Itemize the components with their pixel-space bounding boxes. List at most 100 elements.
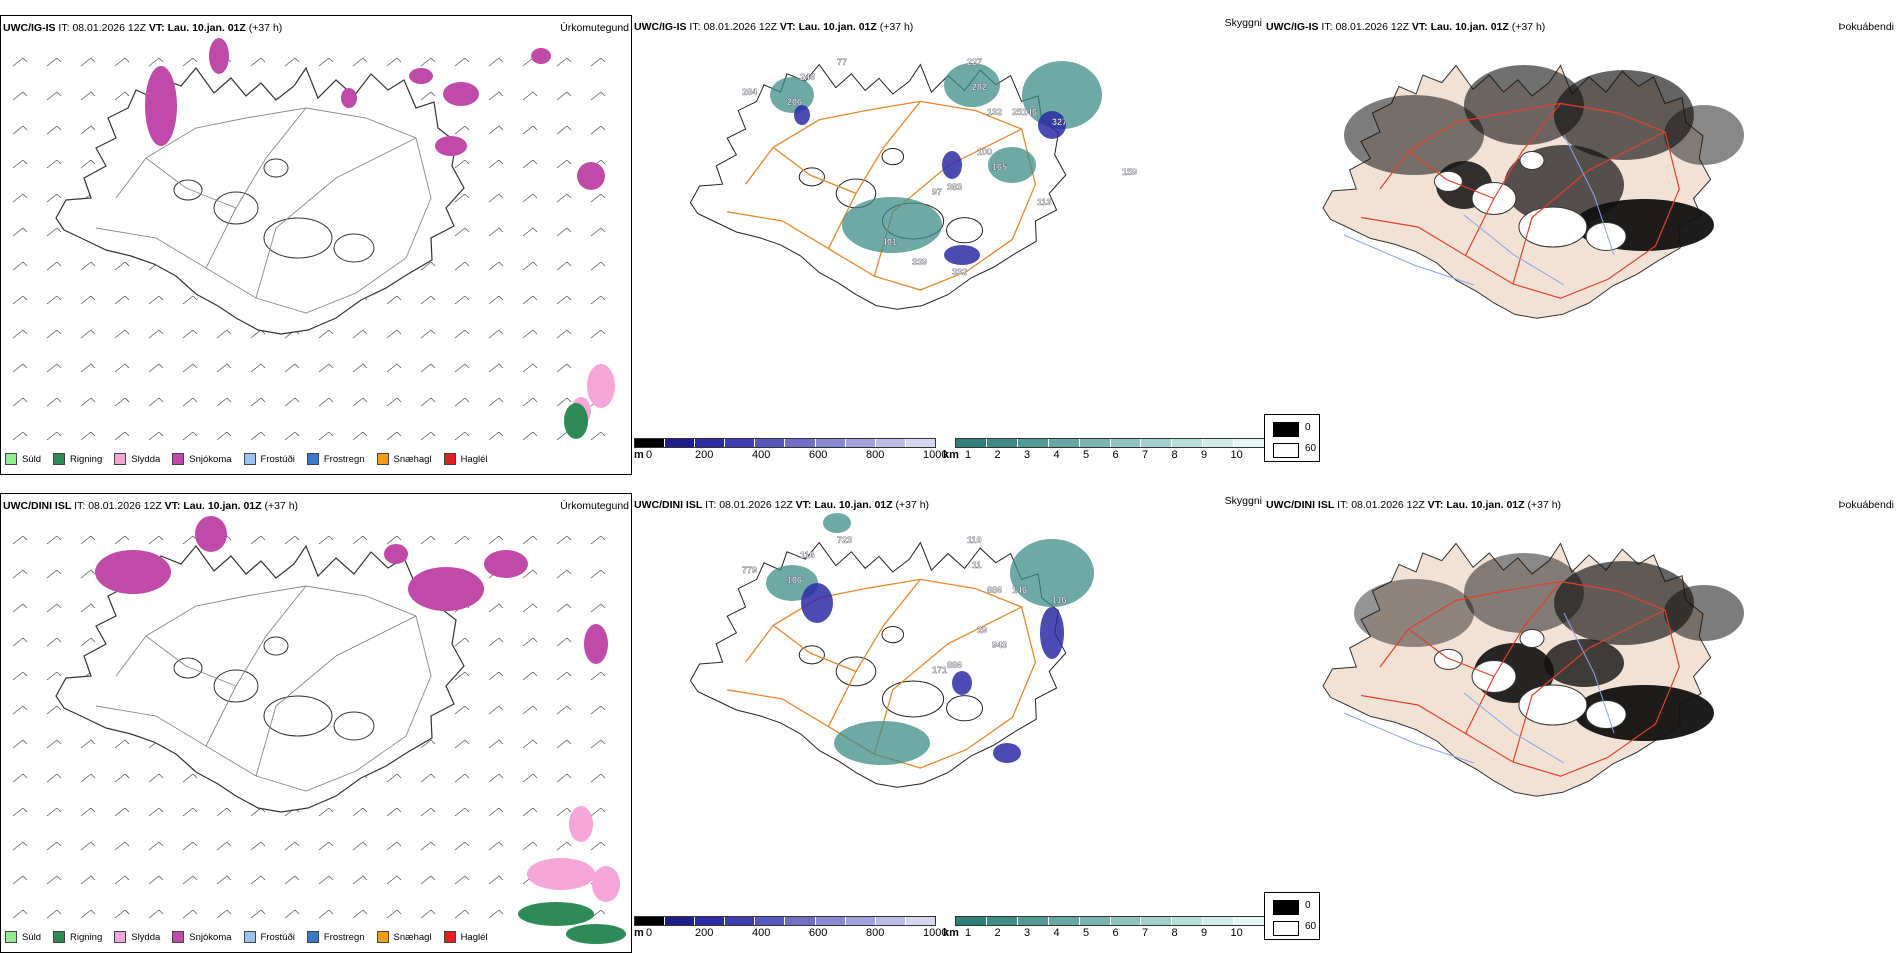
colorbar-unit: km bbox=[943, 449, 959, 461]
colorbar-tick-label: 600 bbox=[809, 449, 828, 461]
legend-label: Haglél bbox=[460, 453, 488, 465]
colorbar-segment bbox=[986, 917, 1018, 925]
colorbar-tick-label: 800 bbox=[866, 449, 885, 461]
colorbar-tick-label: 4 bbox=[1053, 449, 1060, 461]
colorbar-tick-label: 800 bbox=[866, 927, 885, 939]
panel-title: Þokuábendi bbox=[1838, 499, 1894, 511]
visibility-value-label: 110 bbox=[967, 535, 982, 545]
visibility-value-label: 401 bbox=[882, 237, 897, 247]
visibility-value-label: 11 bbox=[972, 560, 982, 570]
fog-legend-swatch bbox=[1273, 422, 1299, 437]
precip-map bbox=[12, 38, 615, 441]
colorbar-tick-label: 6 bbox=[1112, 449, 1119, 461]
panel-header: UWC/DINI ISL IT: 08.01.2026 12Z VT: Lau.… bbox=[1266, 499, 1562, 511]
colorbar-segment bbox=[665, 917, 696, 925]
legend-label: Slydda bbox=[131, 453, 161, 465]
visibility-value-label: 284 bbox=[742, 87, 757, 97]
colorbar-segment bbox=[1234, 917, 1265, 925]
visibility-value-label: 886 bbox=[947, 660, 962, 670]
colorbar-segment bbox=[755, 917, 786, 925]
legend-item: Haglél bbox=[443, 931, 488, 943]
colorbar-segment bbox=[785, 439, 816, 447]
visibility-value-label: 327 bbox=[1052, 117, 1067, 127]
visibility-value-label: 886 bbox=[987, 585, 1002, 595]
colorbar-segment bbox=[986, 439, 1018, 447]
colorbar-segment bbox=[725, 439, 756, 447]
visibility-value-label: 165 bbox=[992, 162, 1007, 172]
legend-item: Frostregn bbox=[306, 453, 365, 465]
legend-swatch bbox=[53, 453, 66, 465]
visibility-value-label: 116 bbox=[1052, 595, 1067, 605]
visibility-value-label: 25146 bbox=[1012, 107, 1037, 117]
colorbar-ticks: 1 2 3 4 5 6 7 8 9 10 bbox=[965, 449, 1265, 463]
visibility-value-label: 77 bbox=[837, 57, 847, 67]
visibility-colorbar-m bbox=[634, 438, 936, 448]
legend-label: Haglél bbox=[460, 931, 488, 943]
visibility-value-label: 171 bbox=[932, 665, 947, 675]
legend-swatch bbox=[443, 453, 456, 465]
legend-item: Snæhagl bbox=[376, 931, 432, 943]
legend-item: Frostregn bbox=[306, 931, 365, 943]
precip-map bbox=[12, 516, 626, 944]
colorbar-tick-label: 400 bbox=[752, 927, 771, 939]
visibility-value-label: 100 bbox=[977, 147, 992, 157]
colorbar-segment bbox=[695, 439, 726, 447]
visibility-value-label: 339 bbox=[912, 257, 927, 267]
colorbar-segment bbox=[785, 917, 816, 925]
precip-type-legend: Súld Rigning Slydda Snjókoma Frostúði Frostre… bbox=[5, 450, 488, 468]
colorbar-segment bbox=[755, 439, 786, 447]
fog-legend: 0 60 bbox=[1264, 414, 1320, 462]
panel-title: Úrkomutegund bbox=[560, 22, 629, 34]
colorbar-segment bbox=[845, 439, 876, 447]
colorbar-tick-label: 9 bbox=[1201, 449, 1208, 461]
colorbar-segment bbox=[1141, 439, 1173, 447]
fog-legend-label: 60 bbox=[1305, 443, 1317, 454]
colorbar-ticks: 1 2 3 4 5 6 7 8 9 10 bbox=[965, 927, 1265, 941]
panel-header: UWC/IG-IS IT: 08.01.2026 12Z VT: Lau. 10… bbox=[634, 21, 914, 33]
colorbar-segment bbox=[1048, 917, 1080, 925]
colorbar-tick-label: 600 bbox=[809, 927, 828, 939]
visibility-value-label: 332 bbox=[952, 267, 967, 277]
colorbar-unit: m bbox=[634, 449, 644, 461]
colorbar-segment bbox=[1079, 917, 1111, 925]
colorbar-segment bbox=[956, 917, 987, 925]
legend-swatch bbox=[243, 931, 256, 943]
visibility-value-label: 97 bbox=[932, 187, 942, 197]
colorbar-tick-label: 10 bbox=[1230, 449, 1243, 461]
colorbar-ticks: 0 200 400 600 800 1000 bbox=[646, 449, 947, 463]
colorbar-segment bbox=[1079, 439, 1111, 447]
legend-item: Snjókoma bbox=[172, 931, 232, 943]
fog-legend-label: 0 bbox=[1305, 422, 1311, 433]
legend-swatch bbox=[306, 453, 319, 465]
colorbar-segment bbox=[635, 439, 666, 447]
visibility-value-label: 723 bbox=[837, 535, 852, 545]
colorbar-tick-label: 2 bbox=[994, 449, 1001, 461]
colorbar-segment bbox=[1017, 917, 1049, 925]
colorbar-tick-label: 3 bbox=[1024, 927, 1031, 939]
colorbar-tick-label: 8 bbox=[1171, 927, 1178, 939]
colorbar-tick-label: 200 bbox=[695, 449, 714, 461]
legend-label: Frostregn bbox=[323, 453, 365, 465]
legend-label: Súld bbox=[22, 453, 42, 465]
visibility-value-label: 106 bbox=[787, 575, 802, 585]
fog-legend-label: 0 bbox=[1305, 900, 1311, 911]
colorbar-segment bbox=[695, 917, 726, 925]
colorbar-segment bbox=[875, 917, 906, 925]
legend-item: Rigning bbox=[53, 453, 102, 465]
colorbar-segment bbox=[905, 439, 935, 447]
visibility-value-label: 206 bbox=[787, 97, 802, 107]
legend-label: Frostúði bbox=[260, 453, 295, 465]
colorbar-tick-label: 2 bbox=[994, 927, 1001, 939]
visibility-panel: 779 106 116 723 110 11 886 146 116 29 943 171 886 UW… bbox=[632, 493, 1264, 953]
legend-swatch bbox=[376, 931, 389, 943]
colorbar-tick-label: 5 bbox=[1083, 927, 1090, 939]
precip-type-legend: Súld Rigning Slydda Snjókoma Frostúði Frostre… bbox=[5, 928, 488, 946]
fog-legend-swatch bbox=[1273, 443, 1299, 458]
colorbar-segment bbox=[1203, 439, 1235, 447]
panel-header: UWC/IG-IS IT: 08.01.2026 12Z VT: Lau. 10… bbox=[1266, 21, 1546, 33]
visibility-colorbar-km bbox=[955, 438, 1265, 448]
legend-label: Snjókoma bbox=[189, 931, 232, 943]
visibility-panel: 284 206 246 77 227 282 132 25146 327 100 165 97 383 1… bbox=[632, 15, 1264, 475]
